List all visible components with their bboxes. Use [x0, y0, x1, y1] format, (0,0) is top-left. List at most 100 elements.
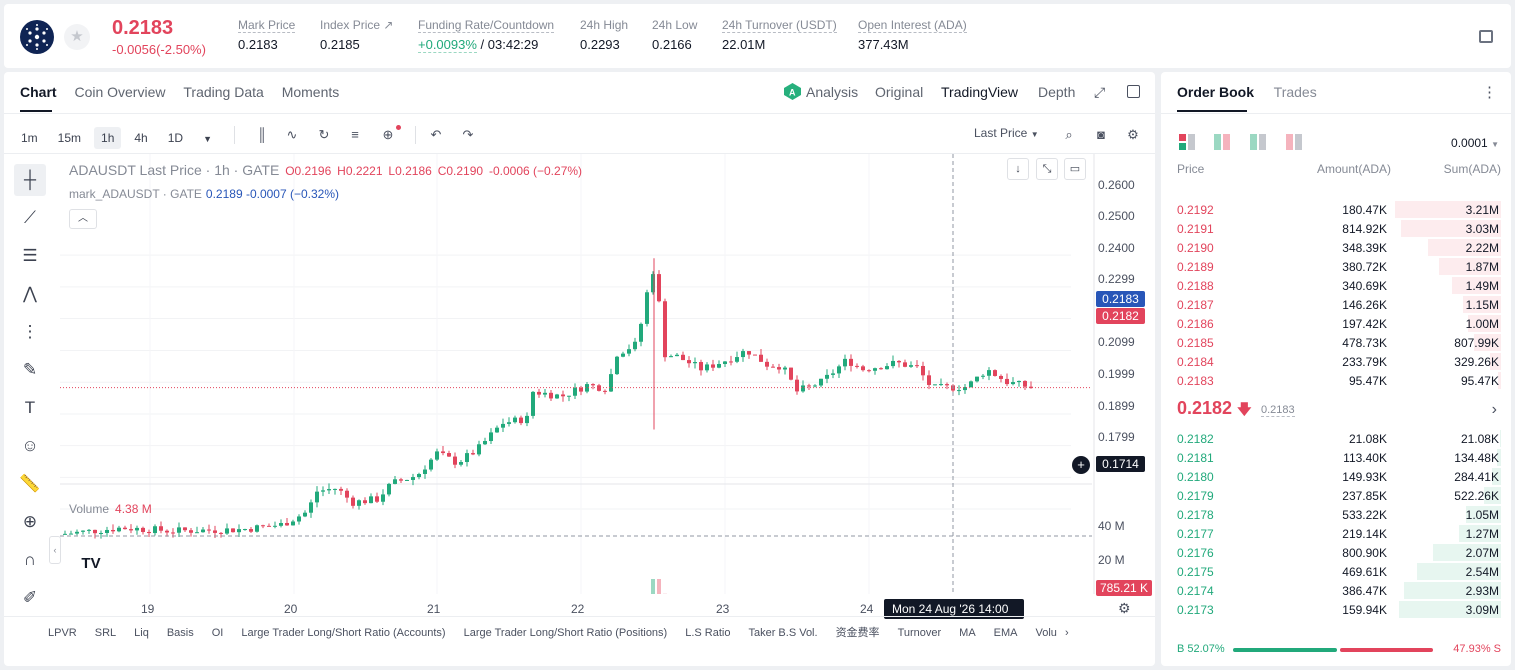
bid-row[interactable]: 0.2178 533.22K 1.05M	[1161, 505, 1511, 524]
text-icon[interactable]: T	[24, 398, 36, 417]
view-analysis[interactable]: Analysis	[806, 84, 859, 100]
bid-row[interactable]: 0.2179 237.85K 522.26K	[1161, 486, 1511, 505]
ask-row[interactable]: 0.2190 348.39K 2.22M	[1161, 238, 1511, 257]
chart-settings-icon[interactable]: ⚙	[1118, 600, 1131, 616]
tab-moments[interactable]: Moments	[281, 84, 340, 100]
indicator-ltlsr-positions[interactable]: Large Trader Long/Short Ratio (Positions…	[463, 627, 668, 639]
expand-icon[interactable]: ⤢	[1094, 84, 1106, 100]
indicator-ema[interactable]: EMA	[993, 627, 1018, 639]
ruler-icon[interactable]: 📏	[19, 474, 41, 493]
gear-icon[interactable]: ⚙	[1127, 127, 1139, 142]
ask-row[interactable]: 0.2184 233.79K 329.26K	[1161, 352, 1511, 371]
layout-bids-icon[interactable]	[1250, 134, 1266, 150]
indicator-lpvr[interactable]: LPVR	[48, 627, 77, 639]
tf-4h[interactable]: 4h	[134, 131, 148, 145]
ask-row[interactable]: 0.2186 197.42K 1.00M	[1161, 314, 1511, 333]
redo-icon[interactable]: ↷	[462, 127, 474, 142]
layout-both-icon[interactable]	[1179, 134, 1195, 150]
candle-body	[969, 381, 973, 388]
camera-icon[interactable]: ◙	[1097, 127, 1105, 142]
crosshair-icon[interactable]: ┼	[14, 164, 46, 196]
chevron-right-icon[interactable]: ›	[1491, 401, 1497, 418]
compare-icon[interactable]: ↻	[318, 127, 330, 142]
indicator-funding-rate[interactable]: 资金费率	[835, 627, 880, 639]
add-alert-icon[interactable]: ⊕	[382, 127, 394, 142]
chevron-down-icon[interactable]: ▼	[203, 134, 212, 144]
tab-trades[interactable]: Trades	[1273, 84, 1317, 100]
emoji-icon[interactable]: ☺	[21, 436, 39, 455]
scroll-left-button[interactable]: ‹	[49, 536, 61, 564]
fullscreen-icon[interactable]: ▭	[1064, 158, 1086, 180]
view-original[interactable]: Original	[875, 84, 924, 100]
layout-split-icon[interactable]	[1214, 134, 1230, 150]
bid-row[interactable]: 0.2176 800.90K 2.07M	[1161, 543, 1511, 562]
guide-book-icon[interactable]	[1479, 30, 1493, 43]
indicators-icon[interactable]: ∿	[286, 127, 298, 142]
indicator-ls-ratio[interactable]: L.S Ratio	[685, 627, 731, 639]
indicator-basis[interactable]: Basis	[166, 627, 194, 639]
view-depth[interactable]: Depth	[1038, 84, 1076, 100]
vol-tick: 40 M	[1098, 519, 1125, 533]
more-icon[interactable]: ⋮	[1482, 84, 1497, 101]
bid-row[interactable]: 0.2182 21.08K 21.08K	[1161, 429, 1511, 448]
fib-icon[interactable]: ⋮	[21, 322, 39, 341]
undo-icon[interactable]: ↶	[430, 127, 442, 142]
ask-row[interactable]: 0.2183 95.47K 95.47K	[1161, 371, 1511, 390]
candle-body	[333, 488, 337, 490]
ask-row[interactable]: 0.2188 340.69K 1.49M	[1161, 276, 1511, 295]
bid-row[interactable]: 0.2174 386.47K 2.93M	[1161, 581, 1511, 600]
tf-1m[interactable]: 1m	[21, 131, 38, 145]
tf-1d[interactable]: 1D	[167, 131, 184, 145]
tab-chart[interactable]: Chart	[20, 84, 57, 100]
ask-row[interactable]: 0.2191 814.92K 3.03M	[1161, 219, 1511, 238]
bid-row[interactable]: 0.2175 469.61K 2.54M	[1161, 562, 1511, 581]
precision-select[interactable]: 0.0001 ▼	[1451, 136, 1499, 150]
indicator-ltlsr-accounts[interactable]: Large Trader Long/Short Ratio (Accounts)	[241, 627, 446, 639]
bid-row[interactable]: 0.2177 219.14K 1.27M	[1161, 524, 1511, 543]
tab-coin-overview[interactable]: Coin Overview	[74, 84, 166, 100]
ask-row[interactable]: 0.2185 478.73K 807.99K	[1161, 333, 1511, 352]
brush-icon[interactable]: ✎	[22, 360, 38, 379]
price-chart[interactable]	[60, 154, 1096, 594]
templates-icon[interactable]: ≡	[351, 127, 359, 142]
tab-trading-data[interactable]: Trading Data	[183, 84, 264, 100]
indicator-liq[interactable]: Liq	[134, 627, 149, 639]
ask-row[interactable]: 0.2189 380.72K 1.87M	[1161, 257, 1511, 276]
ask-row[interactable]: 0.2187 146.26K 1.15M	[1161, 295, 1511, 314]
search-icon[interactable]: ⌕	[1065, 127, 1073, 142]
col-amount: Amount(ADA)	[1317, 162, 1392, 176]
tab-order-book[interactable]: Order Book	[1177, 84, 1255, 100]
bid-row[interactable]: 0.2173 159.94K 3.09M	[1161, 600, 1511, 619]
collapse-icon[interactable]: ⤡	[1036, 158, 1058, 180]
indicator-srl[interactable]: SRL	[94, 627, 117, 639]
price-source-select[interactable]: Last Price ▼	[974, 126, 1039, 140]
indicator-ma[interactable]: MA	[959, 627, 976, 639]
magnet-icon[interactable]: ∩	[23, 550, 37, 569]
add-order-icon[interactable]: +	[1072, 456, 1090, 474]
chevron-right-icon[interactable]: ›	[1064, 627, 1069, 639]
favorite-star-icon[interactable]: ★	[64, 24, 90, 50]
tf-15m[interactable]: 15m	[57, 131, 82, 145]
indicator-taker-bs-vol[interactable]: Taker B.S Vol.	[748, 627, 818, 639]
collapse-legend-button[interactable]: ︿	[69, 209, 97, 229]
tf-1h[interactable]: 1h	[94, 127, 122, 149]
zoom-in-icon[interactable]: ⊕	[22, 512, 38, 531]
download-icon[interactable]: ↓	[1007, 158, 1029, 180]
indicator-volume[interactable]: Volu	[1035, 627, 1057, 639]
candle-body	[987, 370, 991, 376]
bid-row[interactable]: 0.2180 149.93K 284.41K	[1161, 467, 1511, 486]
candle-type-icon[interactable]: ║	[257, 127, 267, 142]
pattern-icon[interactable]: ⋀	[23, 284, 37, 303]
trend-line-icon[interactable]: ⟋	[24, 208, 36, 227]
layout-asks-icon[interactable]	[1286, 134, 1302, 150]
indicator-oi[interactable]: OI	[211, 627, 224, 639]
view-tradingview[interactable]: TradingView	[941, 84, 1019, 100]
window-icon[interactable]	[1127, 85, 1140, 98]
pencil-lock-icon[interactable]: ✐	[22, 588, 38, 607]
ask-row[interactable]: 0.2192 180.47K 3.21M	[1161, 200, 1511, 219]
bid-row[interactable]: 0.2181 113.40K 134.48K	[1161, 448, 1511, 467]
indicator-turnover[interactable]: Turnover	[897, 627, 942, 639]
parallel-lines-icon[interactable]: ☰	[22, 246, 38, 265]
depth-bar	[1404, 582, 1501, 599]
stat-index-price[interactable]: Index Price ↗ 0.2185	[320, 18, 394, 52]
